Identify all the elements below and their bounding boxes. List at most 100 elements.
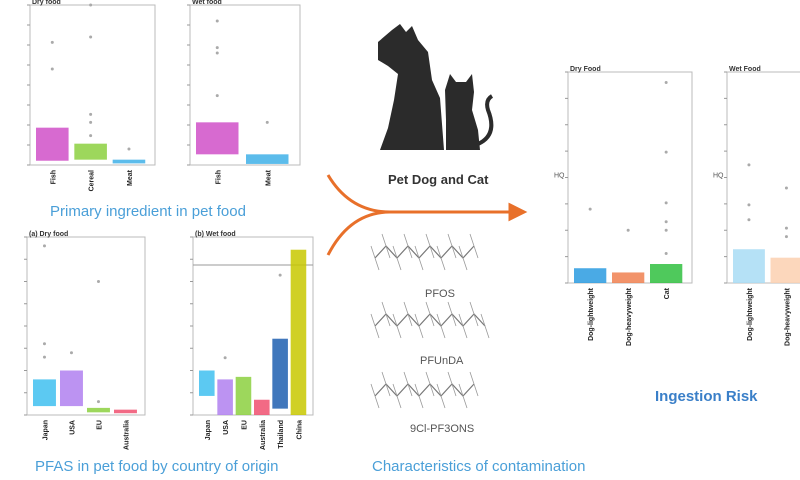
box-plot-4: Dry Food HQ Dog-lightweight Dog-heavyweight… (554, 66, 693, 346)
outlier-point (96, 280, 100, 283)
outlier-point (215, 19, 219, 23)
fluorine-bond (403, 371, 409, 385)
fluorine-bond (451, 313, 457, 327)
outlier-point (89, 35, 93, 39)
box (612, 272, 645, 283)
outlier-point (747, 163, 751, 167)
molecule-chain (374, 383, 475, 397)
outlier-point (588, 207, 592, 211)
outlier-point (747, 203, 751, 207)
category-label: EU (96, 420, 103, 430)
outlier-point (42, 342, 46, 346)
section-title-characteristics: Characteristics of contamination (372, 458, 586, 475)
fluorine-bond (385, 383, 391, 397)
fluorine-bond (407, 245, 413, 259)
box (217, 379, 233, 415)
box (33, 379, 56, 407)
fluorine-bond (480, 313, 486, 327)
outlier-point (42, 244, 46, 248)
fluorine-bond (469, 371, 475, 385)
box (60, 370, 83, 407)
outlier-point (215, 46, 219, 50)
molecule-chain (374, 245, 475, 259)
box (254, 399, 270, 415)
box (574, 268, 607, 283)
fluorine-bond (418, 395, 424, 409)
outlier-point (784, 186, 788, 190)
outlier-point (664, 251, 668, 255)
fluorine-bond (440, 325, 446, 339)
fluorine-bond (436, 383, 442, 397)
fluorine-bond (440, 395, 446, 409)
fluorine-bond (407, 383, 413, 397)
outlier-point (278, 273, 282, 277)
fluorine-bond (473, 313, 479, 327)
fluorine-bond (385, 245, 391, 259)
fluorine-bond (458, 313, 464, 327)
fluorine-bond (414, 313, 420, 327)
category-label: Meat (265, 169, 272, 186)
fluorine-bond (392, 245, 398, 259)
category-label: Thailand (278, 420, 285, 449)
fluorine-bond (385, 313, 391, 327)
outlier-point (784, 235, 788, 239)
category-label: Dog-heavyweight (784, 287, 791, 346)
outlier-point (747, 218, 751, 222)
category-label: Meat (127, 169, 134, 186)
fluorine-bond (440, 257, 446, 271)
fluorine-bond (407, 313, 413, 327)
category-label: Cereal (89, 170, 96, 191)
section-title-country-of-origin: PFAS in pet food by country of origin (35, 458, 279, 475)
fluorine-bond (429, 245, 435, 259)
fluorine-bond (451, 383, 457, 397)
fluorine-bond (425, 301, 431, 315)
box (235, 376, 252, 415)
outlier-point (664, 228, 668, 232)
fluorine-bond (396, 257, 402, 271)
fluorine-bond (429, 313, 435, 327)
box (650, 264, 683, 283)
fluorine-bond (436, 245, 442, 259)
box (112, 159, 146, 164)
fluorine-bond (469, 233, 475, 247)
category-label: Dog-lightweight (588, 287, 595, 341)
box (199, 370, 215, 396)
outlier-point (664, 220, 668, 224)
molecule-label-9cl-pf3ons: 9Cl-PF3ONS (410, 423, 475, 435)
fluorine-bond (447, 233, 453, 247)
plot-frame (567, 71, 693, 284)
molecule-chain (374, 313, 486, 327)
category-label: USA (69, 420, 76, 435)
fluorine-bond (370, 245, 376, 259)
fluorine-bond (425, 371, 431, 385)
fluorine-bond (425, 233, 431, 247)
category-label: China (296, 420, 303, 440)
merge-arrow-icon (326, 174, 528, 256)
outlier-point (127, 147, 131, 151)
box (87, 407, 110, 413)
box (733, 249, 765, 283)
box (272, 338, 288, 409)
molecule-structures (370, 233, 490, 409)
fluorine-bond (370, 383, 376, 397)
outlier-point (784, 226, 788, 230)
fluorine-bond (429, 383, 435, 397)
molecule-label-pfunda: PFUnDA (420, 355, 464, 367)
category-label: Japan (205, 420, 212, 440)
category-label: Fish (215, 170, 222, 184)
fluorine-bond (381, 371, 387, 385)
box (36, 127, 69, 161)
fluorine-bond (447, 371, 453, 385)
pets-label: Pet Dog and Cat (388, 172, 489, 187)
section-title-primary-ingredient: Primary ingredient in pet food (50, 203, 246, 220)
fluorine-bond (414, 383, 420, 397)
fluorine-bond (462, 257, 468, 271)
outlier-point (89, 120, 93, 124)
molecule-label-pfos: PFOS (425, 288, 455, 300)
category-label: Australia (260, 420, 267, 450)
y-axis-label: HQ (554, 173, 565, 180)
outlier-point (223, 356, 227, 360)
box-plot-3: (b) Wet food Japan USA EU Australia Thailand C… (190, 231, 314, 450)
fluorine-bond (414, 245, 420, 259)
